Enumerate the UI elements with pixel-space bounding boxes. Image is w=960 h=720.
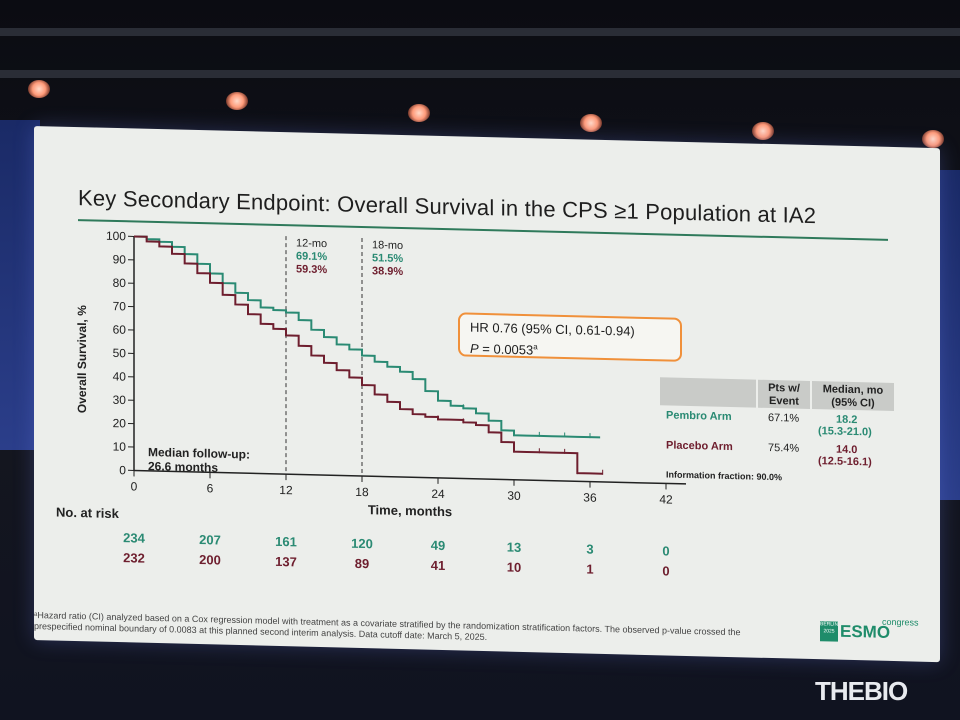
- logo-congress: congress: [882, 616, 919, 628]
- risk-pembro: 13: [507, 540, 521, 555]
- side-screen-left: [0, 120, 40, 450]
- p-symbol: P: [470, 340, 479, 357]
- row-pembro-ci: (15.3-21.0): [818, 425, 872, 439]
- risk-placebo: 232: [123, 550, 145, 566]
- no-at-risk-label: No. at risk: [56, 505, 120, 522]
- landmark-title: 12-mo: [296, 237, 327, 250]
- x-tick-label: 24: [431, 487, 445, 501]
- logo-date-box: BERLIN 2025: [820, 621, 838, 642]
- landmark-pembro-value: 51.5%: [372, 252, 403, 265]
- hazard-ratio-box: HR 0.76 (95% CI, 0.61-0.94) P = 0.0053a: [458, 312, 682, 362]
- risk-placebo: 137: [275, 554, 297, 570]
- risk-pembro: 234: [123, 530, 145, 546]
- stage-light: [408, 104, 430, 122]
- y-tick-label: 10: [113, 440, 127, 454]
- y-tick-label: 70: [113, 299, 127, 313]
- risk-pembro: 120: [351, 536, 373, 552]
- x-tick-label: 12: [279, 483, 293, 497]
- risk-pembro: 161: [275, 534, 297, 550]
- y-tick-label: 40: [113, 369, 127, 383]
- row-placebo-ci: (12.5-16.1): [818, 455, 872, 469]
- table-header-events: Pts w/ Event: [758, 379, 810, 409]
- x-axis-line: [134, 469, 686, 485]
- stage-light: [580, 114, 602, 132]
- landmark-placebo-value: 59.3%: [296, 263, 327, 276]
- x-axis-label: Time, months: [368, 502, 452, 519]
- x-tick-label: 42: [659, 492, 673, 506]
- median-followup-label: Median follow-up:: [148, 445, 250, 461]
- y-tick-label: 100: [106, 229, 126, 243]
- chart-axes: [128, 235, 686, 490]
- row-pembro-median: 18.2: [836, 413, 858, 427]
- y-tick-label: 80: [113, 276, 127, 290]
- y-tick-label: 20: [113, 416, 127, 430]
- risk-pembro: 49: [431, 538, 445, 553]
- table-blank-header: [660, 377, 756, 408]
- x-tick-label: 0: [131, 479, 138, 493]
- median-followup-value: 26.6 months: [148, 459, 218, 475]
- row-placebo-median: 14.0: [836, 443, 858, 457]
- y-tick-label: 30: [113, 393, 127, 407]
- risk-placebo: 41: [431, 558, 445, 573]
- chart-lines: [134, 235, 604, 475]
- placebo-survival-curve: [134, 235, 603, 475]
- row-pembro-pct: 67.1%: [768, 411, 800, 425]
- x-tick-label: 36: [583, 490, 597, 504]
- stage-light: [922, 130, 944, 148]
- y-tick-label: 90: [113, 252, 127, 266]
- lighting-truss: [0, 70, 960, 78]
- x-tick-label: 30: [507, 489, 521, 503]
- risk-placebo: 1: [586, 562, 593, 577]
- x-tick-label: 18: [355, 485, 369, 499]
- esmo-logo: BERLIN 2025 ESMO congress: [820, 617, 920, 643]
- landmark-pembro-value: 69.1%: [296, 250, 327, 263]
- row-placebo-arm: Placebo Arm: [666, 439, 733, 454]
- presentation-slide: Key Secondary Endpoint: Overall Survival…: [34, 126, 940, 663]
- risk-pembro: 0: [662, 543, 669, 558]
- stage-light: [226, 92, 248, 110]
- risk-placebo: 89: [355, 556, 369, 571]
- risk-placebo: 10: [507, 560, 521, 575]
- y-tick-label: 0: [119, 463, 126, 477]
- risk-placebo: 0: [662, 563, 669, 578]
- risk-pembro: 207: [199, 532, 221, 548]
- watermark: THEBIO: [815, 676, 908, 706]
- stage-light: [752, 122, 774, 140]
- x-tick-label: 6: [207, 481, 214, 495]
- y-tick-label: 50: [113, 346, 127, 360]
- stage-light: [28, 80, 50, 98]
- p-value-text: = 0.0053: [478, 341, 534, 358]
- landmark-placebo-value: 38.9%: [372, 265, 403, 278]
- row-placebo-pct: 75.4%: [768, 441, 800, 455]
- table-header-median: Median, mo (95% CI): [812, 381, 894, 412]
- risk-pembro: 3: [586, 542, 593, 557]
- lighting-truss: [0, 28, 960, 36]
- row-pembro-arm: Pembro Arm: [666, 409, 732, 424]
- risk-placebo: 200: [199, 552, 221, 568]
- logo-year: 2025: [823, 628, 835, 635]
- landmark-title: 18-mo: [372, 239, 403, 252]
- footnote-marker: a: [533, 342, 538, 352]
- y-tick-label: 60: [113, 323, 127, 337]
